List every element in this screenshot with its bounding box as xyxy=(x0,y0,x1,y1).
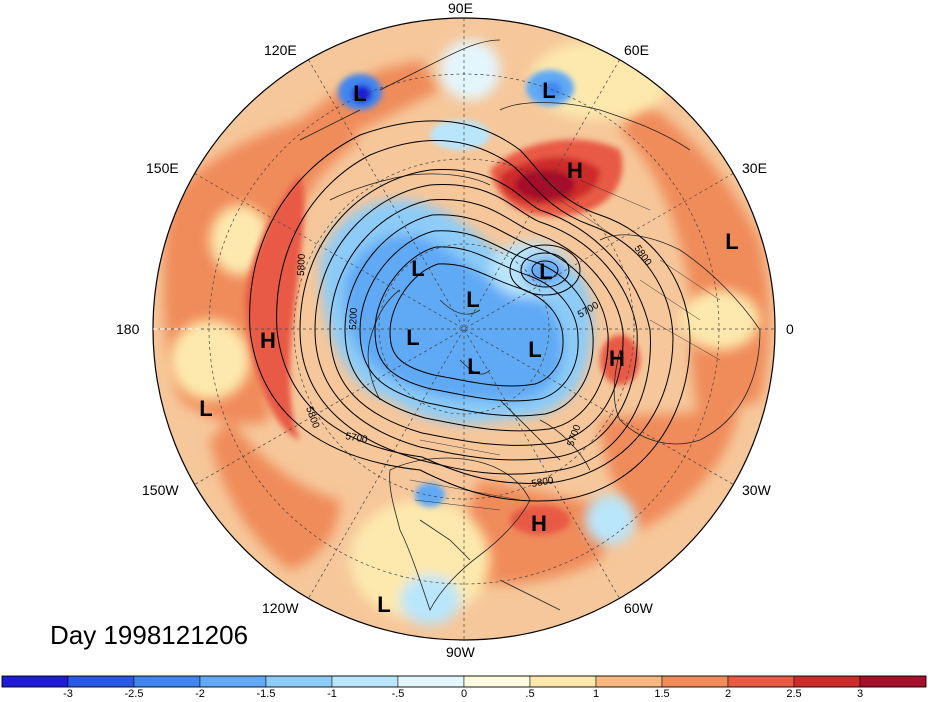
colorbar-tick-label: -.5 xyxy=(391,688,405,700)
contour-label: 5700 xyxy=(344,431,368,446)
lon-label-90e: 90E xyxy=(448,0,473,16)
low-marker: L xyxy=(411,256,424,281)
high-marker: H xyxy=(531,511,547,536)
lon-label-120e: 120E xyxy=(264,42,297,58)
colorbar-tick-label: 0 xyxy=(460,688,468,700)
low-marker: L xyxy=(406,325,419,350)
high-marker: H xyxy=(609,346,625,371)
lon-label-0: 0 xyxy=(786,321,794,337)
lon-label-30e: 30E xyxy=(742,160,767,176)
colorbar-box xyxy=(661,675,729,688)
lon-label-60w: 60W xyxy=(624,600,653,616)
lon-label-30w: 30W xyxy=(742,482,771,498)
colorbar-box xyxy=(1,675,69,688)
lon-label-180: 180 xyxy=(116,321,140,337)
low-marker: L xyxy=(725,229,738,254)
coastlines xyxy=(299,39,761,612)
low-marker: L xyxy=(199,396,212,421)
colorbar-tick-label: -1 xyxy=(327,688,337,700)
colorbar-box xyxy=(397,675,465,688)
contour-label: 5800 xyxy=(296,253,308,276)
colorbar-tick-label: 2 xyxy=(724,688,732,700)
colorbar-tick-label: -1.5 xyxy=(256,688,276,700)
height-contours xyxy=(249,120,691,502)
colorbar-tick-label: -2 xyxy=(195,688,205,700)
borders xyxy=(409,179,721,511)
colorbar-box xyxy=(463,675,531,688)
low-marker: L xyxy=(542,78,555,103)
colorbar-box xyxy=(595,675,663,688)
colorbar-box xyxy=(67,675,135,688)
colorbar-box xyxy=(793,675,861,688)
contour-label: 5200 xyxy=(348,307,360,330)
lon-label-150e: 150E xyxy=(146,160,179,176)
anomaly-field: 5800 5200 5800 5700 5700 5800 5800 5700 xyxy=(153,18,775,640)
high-marker: H xyxy=(567,158,583,183)
low-marker: L xyxy=(528,337,541,362)
low-marker: L xyxy=(467,354,480,379)
colorbar-tick-label: 1 xyxy=(592,688,600,700)
low-marker: L xyxy=(353,81,366,106)
colorbar-box xyxy=(133,675,201,688)
colorbar-box xyxy=(199,675,267,688)
colorbar-tick-label: 1.5 xyxy=(654,688,670,700)
lon-label-90w: 90W xyxy=(446,644,475,660)
colorbar-tick-label: 3 xyxy=(856,688,864,700)
colorbar-box xyxy=(331,675,399,688)
colorbar-box xyxy=(859,675,927,688)
colorbar xyxy=(1,675,927,688)
colorbar-tick-label: .5 xyxy=(525,688,535,700)
lon-label-120w: 120W xyxy=(262,600,299,616)
colorbar-box xyxy=(727,675,795,688)
lon-label-60e: 60E xyxy=(624,42,649,58)
colorbar-tick-label: 2.5 xyxy=(786,688,802,700)
low-marker: L xyxy=(539,259,552,284)
lon-label-150w: 150W xyxy=(142,482,179,498)
day-title: Day 1998121206 xyxy=(50,620,249,650)
colorbar-tick-label: -2.5 xyxy=(124,688,144,700)
low-marker: L xyxy=(466,287,479,312)
high-marker: H xyxy=(260,328,276,353)
colorbar-tick-label: -3 xyxy=(63,688,73,700)
pressure-markers: L L H L L L L L L L H H L H L xyxy=(199,78,738,617)
graticule xyxy=(153,18,775,640)
colorbar-box xyxy=(265,675,333,688)
colorbar-box xyxy=(529,675,597,688)
low-marker: L xyxy=(377,592,390,617)
contour-label: 5800 xyxy=(531,475,555,490)
